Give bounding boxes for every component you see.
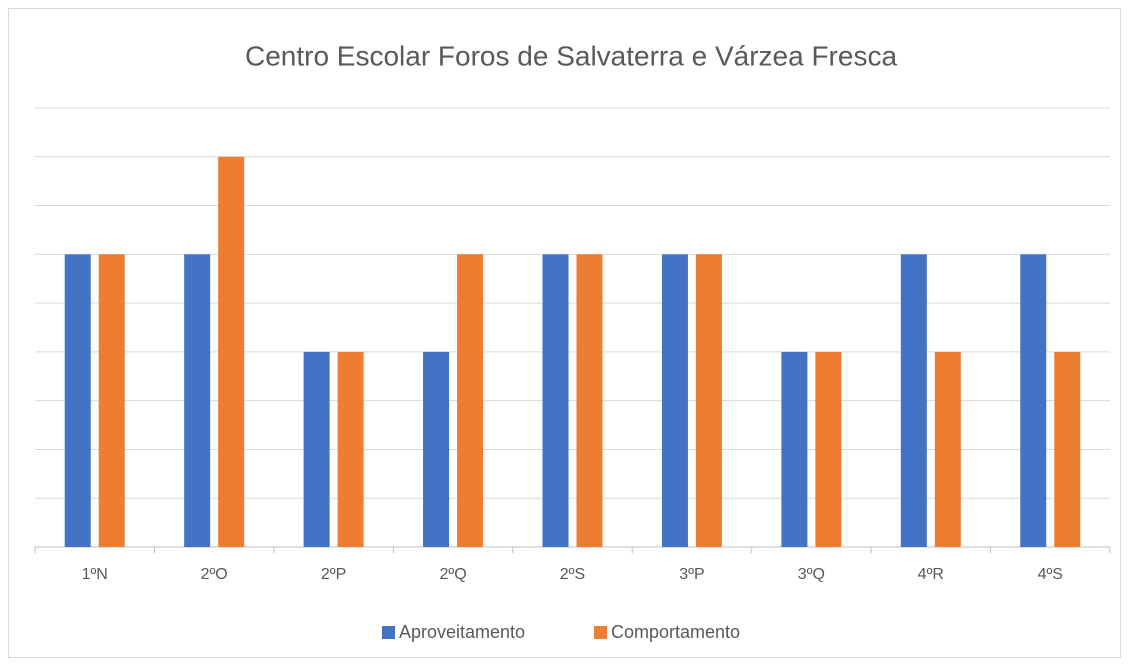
bar [900,254,927,548]
bar [781,351,808,547]
bar [423,351,450,547]
bar [218,156,245,547]
chart-title: Centro Escolar Foros de Salvaterra e Vár… [245,40,897,71]
bar [1020,254,1047,548]
bar [661,254,688,548]
legend-swatch [382,626,395,639]
bar [1054,351,1081,547]
bar [815,351,842,547]
bar [184,254,211,548]
x-tick-label: 2ºP [321,566,346,583]
legend-label: Aproveitamento [399,622,525,642]
bar [303,351,330,547]
x-tick-label: 3ºP [679,566,704,583]
bar [576,254,603,548]
bar [695,254,722,548]
bar [934,351,961,547]
x-tick-label: 1ºN [82,566,108,583]
x-tick-label: 3ºQ [798,566,825,583]
bar [64,254,91,548]
x-tick-label: 4ºR [918,566,944,583]
x-tick-label: 4ºS [1038,566,1063,583]
bar [542,254,569,548]
legend-swatch [594,626,607,639]
legend-label: Comportamento [611,622,740,642]
bar [337,351,364,547]
x-tick-label: 2ºS [560,566,585,583]
x-tick-label: 2ºQ [439,566,466,583]
bar [98,254,125,548]
x-tick-label: 2ºO [201,566,228,583]
bar [457,254,484,548]
